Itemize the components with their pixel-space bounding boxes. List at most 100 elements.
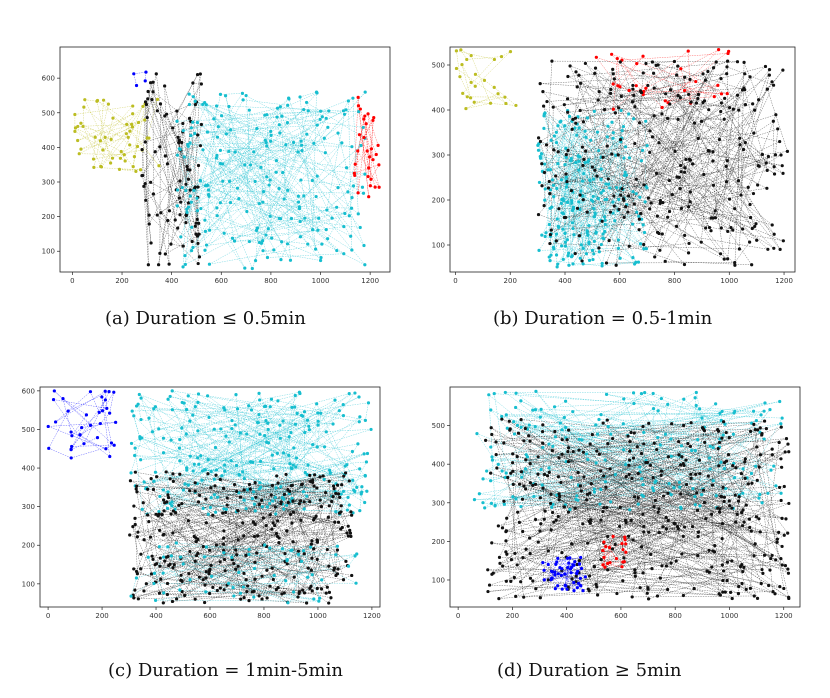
trajectory-segment <box>266 114 361 228</box>
trajectory-segment <box>197 553 256 563</box>
data-point-red <box>611 534 615 538</box>
trajectory-segment <box>572 119 690 244</box>
data-point-cyan <box>139 417 143 422</box>
data-point-cyan <box>268 546 272 550</box>
trajectory-segment <box>739 417 783 496</box>
data-point-blue <box>575 571 579 576</box>
data-point-black <box>599 469 603 473</box>
data-point-black <box>655 230 660 235</box>
trajectory-segment <box>71 431 106 449</box>
trajectory-segment <box>300 179 316 250</box>
data-point-black <box>631 83 635 88</box>
trajectory-segment <box>719 508 771 559</box>
data-point-cyan <box>347 392 351 396</box>
trajectory-segment <box>79 119 145 154</box>
y-tick-label: 100 <box>432 576 445 584</box>
data-point-yellow <box>109 161 113 165</box>
data-point-cyan <box>258 481 262 485</box>
data-point-yellow <box>454 49 459 53</box>
data-point-black <box>726 453 731 457</box>
trajectory-segment <box>638 431 761 505</box>
data-point-cyan <box>651 391 655 396</box>
data-point-cyan <box>223 94 228 98</box>
trajectory-segment <box>540 121 573 159</box>
data-point-black <box>213 484 217 488</box>
data-point-cyan <box>157 545 161 549</box>
data-point-black <box>551 105 555 109</box>
data-point-black <box>519 470 524 474</box>
trajectory-segment <box>172 567 196 600</box>
data-point-cyan <box>152 479 156 483</box>
data-point-black <box>767 68 772 72</box>
data-point-black <box>781 239 785 243</box>
trajectory-segment <box>562 429 714 481</box>
trajectory-segment <box>532 485 722 497</box>
data-point-cyan <box>253 509 257 513</box>
data-point-cyan <box>323 151 327 155</box>
data-point-black <box>154 512 158 516</box>
trajectory-segment <box>354 97 359 174</box>
data-point-cyan <box>292 590 296 594</box>
data-point-cyan <box>189 126 193 130</box>
data-point-cyan <box>640 148 645 152</box>
trajectory-segment <box>308 565 348 569</box>
data-point-black <box>657 141 661 145</box>
trajectory-segment <box>563 208 574 214</box>
trajectory-segment <box>604 434 612 461</box>
trajectory-segment <box>223 514 291 532</box>
trajectory-segment <box>669 103 728 161</box>
data-point-black <box>585 492 589 496</box>
trajectory-segment <box>166 485 216 503</box>
data-point-cyan <box>611 211 615 215</box>
data-point-cyan <box>500 414 504 419</box>
data-point-black <box>746 482 750 486</box>
data-point-cyan <box>242 498 246 502</box>
data-point-black <box>642 524 646 528</box>
trajectory-segment <box>612 438 771 571</box>
data-point-black <box>350 513 354 517</box>
data-point-black <box>222 529 226 533</box>
trajectory-segment <box>183 108 278 131</box>
data-point-black <box>285 562 289 566</box>
data-point-black <box>319 587 324 591</box>
data-point-black <box>180 579 184 584</box>
trajectory-segment <box>226 505 241 600</box>
data-point-black <box>256 534 260 538</box>
data-point-black <box>635 445 639 449</box>
data-point-cyan <box>196 392 201 396</box>
trajectory-segment <box>166 501 310 589</box>
trajectory-segment <box>74 131 126 162</box>
trajectory-segment <box>206 522 329 604</box>
data-point-black <box>538 496 542 500</box>
trajectory-segment <box>68 391 110 412</box>
trajectory-segment <box>188 395 367 492</box>
data-point-black <box>696 92 701 97</box>
trajectory-segment <box>238 514 352 541</box>
trajectory-segment <box>188 395 340 513</box>
data-point-cyan <box>319 411 323 415</box>
data-point-red <box>616 84 620 88</box>
data-point-black <box>624 521 628 525</box>
data-point-cyan <box>319 255 323 260</box>
trajectory-segment <box>163 510 286 554</box>
trajectory-segment <box>180 575 205 603</box>
trajectory-segment <box>100 118 114 167</box>
trajectory-segment <box>144 461 261 483</box>
trajectory-segment <box>657 201 691 233</box>
trajectory-segment <box>208 140 302 195</box>
data-point-cyan <box>204 103 208 107</box>
data-point-black <box>698 472 702 476</box>
data-point-cyan <box>597 417 601 422</box>
data-point-cyan <box>550 505 554 509</box>
data-point-cyan <box>277 123 281 127</box>
trajectory-segment <box>306 102 365 246</box>
data-point-black <box>680 552 684 556</box>
data-point-black <box>325 547 329 552</box>
data-point-black <box>674 224 679 228</box>
trajectory-segment <box>266 528 341 571</box>
data-point-black <box>676 93 680 98</box>
trajectory-segment <box>580 83 754 194</box>
data-point-cyan <box>346 99 350 103</box>
trajectory-segment <box>270 216 361 228</box>
data-point-cyan <box>346 495 350 500</box>
